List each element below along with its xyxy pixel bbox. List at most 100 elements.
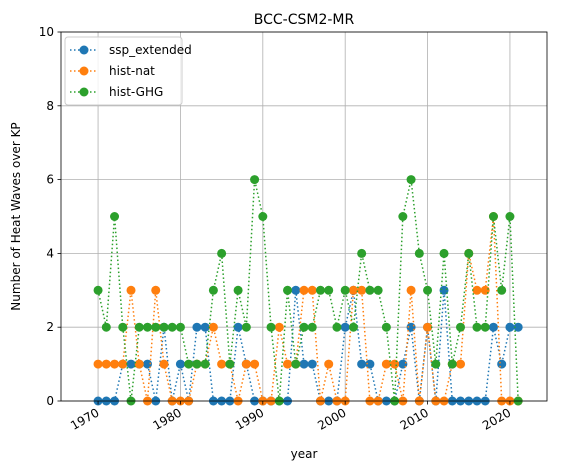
ssp-extended-point xyxy=(291,285,301,295)
ssp-extended-point xyxy=(505,322,515,332)
ssp-extended-point xyxy=(365,359,375,369)
legend-marker xyxy=(79,45,89,55)
hist-ghg-point xyxy=(291,359,301,369)
hist-ghg-point xyxy=(332,322,342,332)
hist-nat-point xyxy=(159,359,169,369)
hist-ghg-point xyxy=(93,285,103,295)
ssp-extended-point xyxy=(233,322,243,332)
hist-ghg-point xyxy=(266,322,276,332)
hist-nat-line xyxy=(98,216,519,402)
hist-ghg-point xyxy=(373,285,383,295)
hist-nat-point xyxy=(423,322,433,332)
x-tick-label: 1990 xyxy=(233,405,266,432)
legend-box xyxy=(64,36,183,106)
series-ssp-extended xyxy=(93,285,523,406)
hist-nat-point xyxy=(390,359,400,369)
legend-marker xyxy=(79,87,89,97)
legend-entry-ssp-extended: ssp_extended xyxy=(70,43,192,57)
y-tick-label: 0 xyxy=(46,394,54,408)
hist-ghg-point xyxy=(200,359,210,369)
x-tick-label: 2000 xyxy=(315,405,348,432)
hist-nat-point xyxy=(93,359,103,369)
legend-entry-hist-nat: hist-nat xyxy=(70,64,155,78)
legend-marker xyxy=(79,66,89,76)
ssp-extended-point xyxy=(192,322,202,332)
legend-entry-hist-ghg: hist-GHG xyxy=(70,85,163,99)
y-tick-label: 2 xyxy=(46,320,54,334)
ssp-extended-point xyxy=(488,322,498,332)
hist-ghg-point xyxy=(151,322,161,332)
hist-ghg-point xyxy=(348,322,358,332)
hist-ghg-point xyxy=(414,248,424,258)
ssp-extended-point xyxy=(200,322,210,332)
ssp-extended-point xyxy=(340,322,350,332)
hist-nat-point xyxy=(357,285,367,295)
hist-nat-point xyxy=(110,359,120,369)
hist-ghg-point xyxy=(175,322,185,332)
hist-nat-point xyxy=(472,285,482,295)
legend-label: hist-nat xyxy=(109,64,155,78)
hist-ghg-point xyxy=(134,322,144,332)
hist-ghg-point xyxy=(381,322,391,332)
hist-nat-point xyxy=(101,359,111,369)
x-axis-label: year xyxy=(291,447,318,461)
hist-nat-point xyxy=(208,322,218,332)
hist-ghg-point xyxy=(505,212,515,221)
y-tick-label: 4 xyxy=(46,246,54,260)
hist-ghg-point xyxy=(439,248,449,258)
hist-ghg-point xyxy=(283,285,293,295)
hist-ghg-point xyxy=(192,359,202,369)
hist-nat-point xyxy=(134,359,144,369)
hist-ghg-point xyxy=(488,212,498,221)
hist-ghg-point xyxy=(447,359,457,369)
hist-nat-point xyxy=(217,359,227,369)
x-tick-label: 2020 xyxy=(480,405,513,432)
hist-ghg-point xyxy=(456,322,466,332)
hist-ghg-point xyxy=(464,248,474,258)
x-tick-label: 1970 xyxy=(68,405,101,432)
hist-nat-point xyxy=(324,359,334,369)
hist-ghg-point xyxy=(357,248,367,258)
hist-nat-point xyxy=(241,359,251,369)
hist-ghg-point xyxy=(241,322,251,332)
hist-ghg-point xyxy=(299,322,309,332)
y-tick-label: 8 xyxy=(46,99,54,113)
hist-ghg-point xyxy=(315,285,325,295)
ssp-extended-point xyxy=(175,359,185,369)
hist-ghg-point xyxy=(167,322,177,332)
hist-ghg-point xyxy=(233,285,243,295)
legend: ssp_extended hist-nat hist-GHG xyxy=(64,36,192,106)
hist-ghg-point xyxy=(398,212,408,221)
hist-nat-point xyxy=(283,359,293,369)
hist-ghg-point xyxy=(324,285,334,295)
hist-ghg-point xyxy=(110,212,120,221)
ssp-extended-line xyxy=(98,290,519,402)
legend-label: ssp_extended xyxy=(109,43,192,57)
hist-ghg-point xyxy=(101,322,111,332)
hist-ghg-point xyxy=(250,175,260,185)
hist-nat-point xyxy=(456,359,466,369)
hist-ghg-point xyxy=(184,359,194,369)
hist-ghg-point xyxy=(365,285,375,295)
ssp-extended-point xyxy=(142,359,152,369)
legend-label: hist-GHG xyxy=(109,85,163,99)
x-tick-label: 2010 xyxy=(398,405,431,432)
hist-nat-point xyxy=(348,285,358,295)
hist-ghg-point xyxy=(159,322,169,332)
hist-nat-point xyxy=(406,285,416,295)
ssp-extended-point xyxy=(299,359,309,369)
hist-ghg-point xyxy=(497,285,507,295)
y-axis-label: Number of Heat Waves over KP xyxy=(9,122,23,310)
hist-ghg-point xyxy=(258,212,268,221)
y-tick-label: 10 xyxy=(39,25,54,39)
hist-ghg-point xyxy=(118,322,128,332)
hist-nat-point xyxy=(118,359,128,369)
hist-ghg-point xyxy=(431,359,441,369)
hist-ghg-point xyxy=(340,285,350,295)
hist-nat-point xyxy=(307,285,317,295)
plot-frame xyxy=(60,31,548,402)
hist-nat-point xyxy=(250,359,260,369)
x-tick-label: 1980 xyxy=(150,405,183,432)
ssp-extended-point xyxy=(497,359,507,369)
